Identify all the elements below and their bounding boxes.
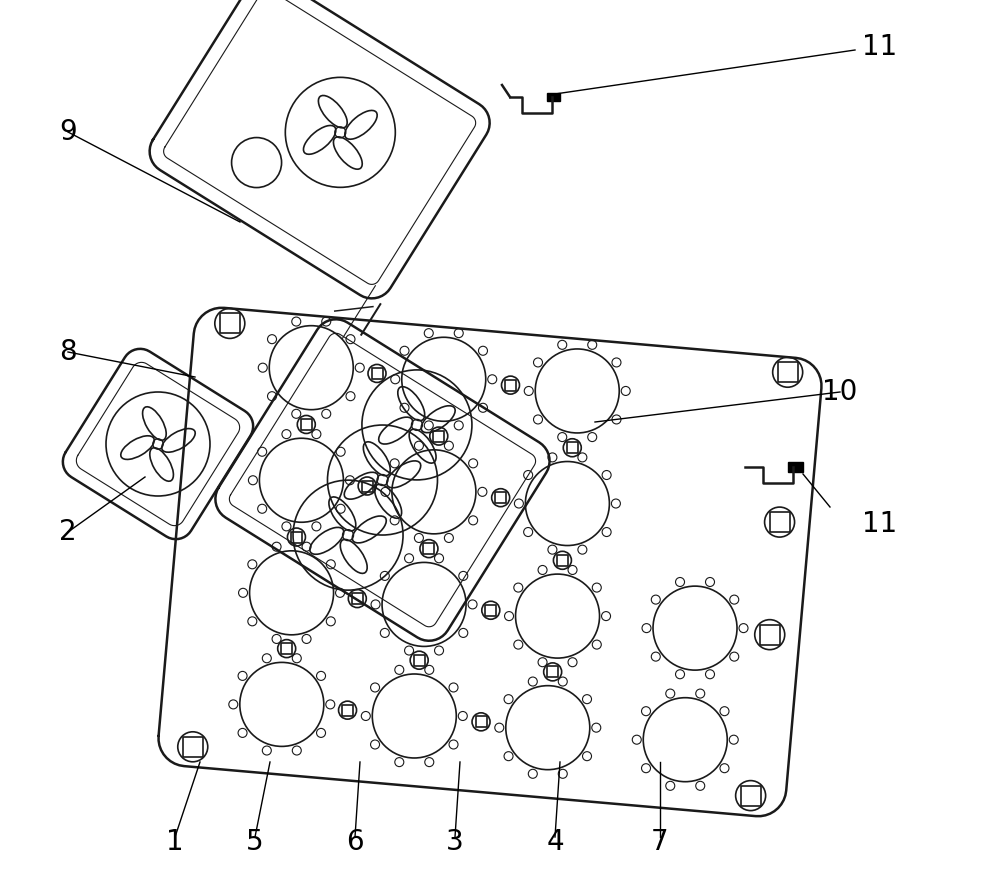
Bar (281, 643, 292, 654)
Bar (291, 532, 302, 542)
Bar (760, 624, 780, 645)
Text: 11: 11 (862, 510, 898, 538)
Bar (770, 512, 790, 533)
Text: 8: 8 (59, 338, 77, 366)
Text: 6: 6 (346, 828, 364, 856)
Bar (505, 380, 516, 391)
Text: 2: 2 (59, 518, 77, 546)
Bar (362, 481, 373, 491)
Polygon shape (788, 462, 803, 472)
Bar (352, 593, 363, 604)
Bar (342, 705, 353, 715)
Bar (495, 492, 506, 503)
Bar (557, 555, 568, 566)
Bar (183, 737, 203, 756)
Polygon shape (547, 93, 560, 101)
Text: 4: 4 (546, 828, 564, 856)
Bar (741, 786, 761, 805)
Text: 1: 1 (166, 828, 184, 856)
Bar (423, 543, 434, 554)
Bar (372, 368, 383, 379)
Bar (567, 442, 578, 453)
Bar (476, 716, 487, 727)
Text: 7: 7 (651, 828, 669, 856)
Bar (414, 655, 425, 665)
Bar (220, 313, 240, 334)
Text: 3: 3 (446, 828, 464, 856)
Bar (778, 362, 798, 382)
Text: 11: 11 (862, 33, 898, 61)
Bar (547, 666, 558, 677)
Bar (433, 431, 444, 442)
Text: 10: 10 (822, 378, 858, 406)
Bar (485, 605, 496, 615)
Bar (301, 419, 312, 430)
Text: 9: 9 (59, 118, 77, 146)
Text: 5: 5 (246, 828, 264, 856)
